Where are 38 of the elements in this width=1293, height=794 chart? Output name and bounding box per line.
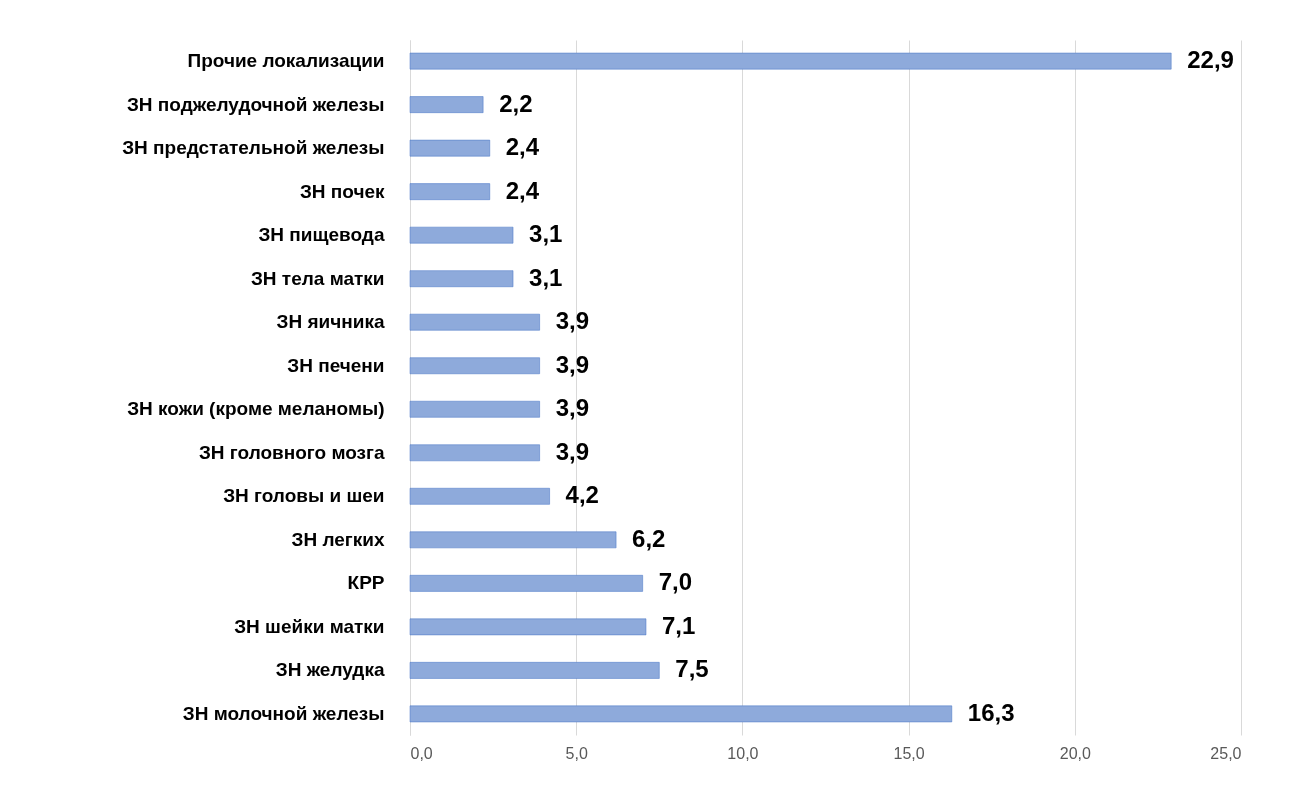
y-tick-label: ЗН головного мозга — [198, 441, 385, 463]
data-label: 3,9 — [555, 350, 590, 378]
y-tick-label: ЗН поджелудочной железы — [126, 93, 385, 115]
y-tick-label: ЗН предстательной железы — [122, 137, 385, 159]
data-label: 2,4 — [505, 176, 540, 204]
y-tick-label: ЗН молочной железы — [182, 702, 385, 724]
x-tick-label: 25,0 — [1210, 744, 1242, 762]
data-label: 3,9 — [555, 437, 590, 465]
data-label: 6,2 — [632, 524, 666, 552]
data-label: 4,2 — [565, 481, 599, 509]
y-tick-label: ЗН яичника — [276, 311, 385, 333]
y-tick-label: ЗН пищевода — [258, 224, 385, 246]
y-tick-label: ЗН печени — [287, 354, 385, 376]
data-label: 7,1 — [662, 611, 696, 639]
y-tick-label: ЗН головы и шеи — [223, 485, 385, 507]
data-label: 7,0 — [658, 568, 693, 596]
x-tick-label: 10,0 — [727, 744, 759, 762]
y-tick-label: ЗН кожи (кроме меланомы) — [127, 398, 385, 420]
data-label: 2,2 — [499, 89, 533, 117]
data-label: 22,9 — [1187, 46, 1234, 74]
data-label: 2,4 — [505, 133, 540, 161]
data-label: 16,3 — [967, 698, 1015, 726]
x-tick-label: 0,0 — [410, 744, 433, 762]
data-label: 7,5 — [675, 655, 709, 683]
y-tick-label: ЗН почек — [299, 180, 385, 202]
x-tick-label: 5,0 — [565, 744, 588, 762]
y-tick-label: ЗН желудка — [275, 659, 385, 681]
y-tick-label: Прочие локализации — [187, 50, 385, 72]
data-label: 3,9 — [555, 307, 590, 335]
data-label: 3,1 — [529, 263, 563, 291]
x-tick-label: 20,0 — [1059, 744, 1091, 762]
y-tick-label: ЗН легких — [291, 528, 385, 550]
data-label: 3,1 — [529, 220, 563, 248]
data-label: 3,9 — [555, 394, 590, 422]
y-tick-label: ЗН тела матки — [250, 267, 385, 289]
y-tick-label: ЗН шейки матки — [234, 615, 385, 637]
x-tick-label: 15,0 — [893, 744, 925, 762]
y-tick-label: КРР — [347, 572, 385, 594]
